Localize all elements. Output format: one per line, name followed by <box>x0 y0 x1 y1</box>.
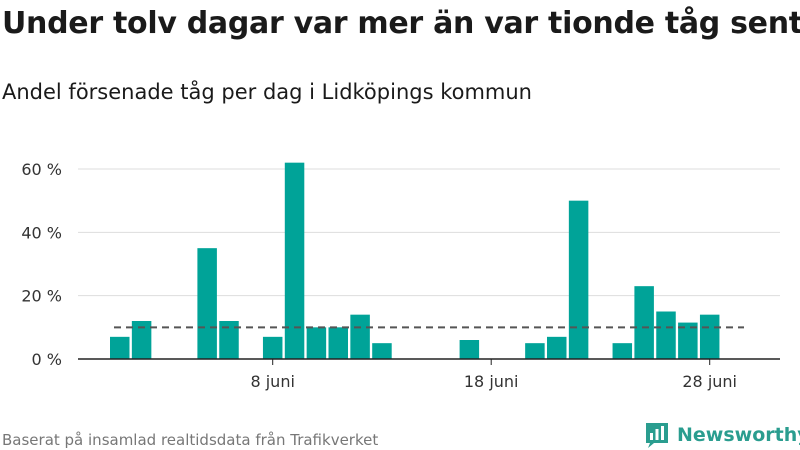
bar-chart-badge-icon <box>646 423 668 448</box>
bar[interactable] <box>262 336 283 359</box>
chart-title: Under tolv dagar var mer än var tionde t… <box>2 6 800 41</box>
bar[interactable] <box>699 314 720 359</box>
bar[interactable] <box>110 336 130 359</box>
y-tick-label: 40 % <box>21 223 62 242</box>
bar[interactable] <box>328 327 349 359</box>
y-tick-label: 20 % <box>21 287 62 306</box>
bar[interactable] <box>612 343 633 359</box>
x-tick-label: 8 juni <box>250 372 294 391</box>
source-note: Baserat på insamlad realtidsdata från Tr… <box>2 431 379 449</box>
y-tick-label: 0 % <box>32 350 62 369</box>
bar[interactable] <box>131 321 152 359</box>
x-tick-label: 28 juni <box>682 372 737 391</box>
bar[interactable] <box>219 321 239 359</box>
bar[interactable] <box>306 327 327 359</box>
bar[interactable] <box>678 322 698 359</box>
bar[interactable] <box>372 343 392 359</box>
y-tick-label: 60 % <box>21 160 62 179</box>
chart-subtitle: Andel försenade tåg per dag i Lidköpings… <box>2 80 532 104</box>
bar[interactable] <box>634 286 654 359</box>
x-tick-label: 18 juni <box>464 372 519 391</box>
bar-chart: 0 % 20 % 40 % 60 % 8 juni 18 juni 28 juni <box>21 160 780 391</box>
bar[interactable] <box>284 162 305 359</box>
bar[interactable] <box>459 340 480 359</box>
bar[interactable] <box>656 311 676 360</box>
bar[interactable] <box>525 343 545 359</box>
bar[interactable] <box>547 336 567 359</box>
bar[interactable] <box>197 248 217 359</box>
bar[interactable] <box>350 314 370 359</box>
bar[interactable] <box>568 200 589 359</box>
brand-logo[interactable]: Newsworthy <box>644 420 800 450</box>
brand-name: Newsworthy <box>677 424 800 446</box>
